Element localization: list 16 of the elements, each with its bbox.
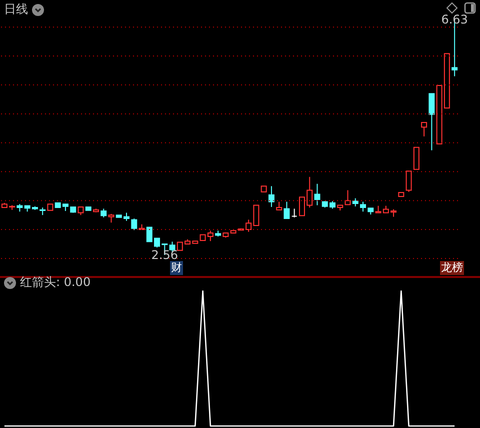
candlestick [291, 208, 298, 218]
candlestick [131, 218, 138, 231]
candlestick [344, 190, 351, 206]
text: 财 [170, 261, 183, 275]
candlestick [314, 183, 320, 206]
candlestick [406, 170, 412, 192]
text: 龙榜 [440, 261, 464, 275]
chart-title: 日线 [4, 1, 28, 18]
candlestick [268, 186, 274, 208]
annotation: 2.56 [151, 248, 178, 262]
chart-title: 红箭头: 0.00 [20, 274, 91, 291]
annotation: 6.63 [441, 12, 468, 27]
candlestick [421, 122, 428, 137]
candlestick [284, 201, 290, 220]
candlestick [413, 146, 420, 170]
candlestick [428, 93, 435, 151]
